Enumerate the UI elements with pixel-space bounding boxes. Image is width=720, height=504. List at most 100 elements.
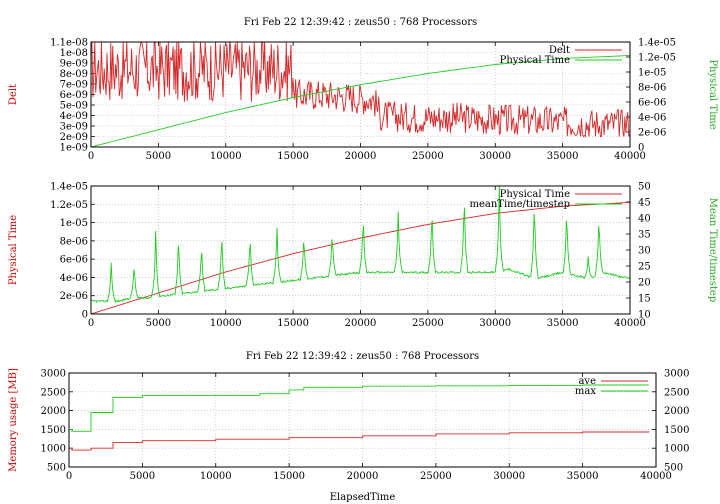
y-tick-label: 1.4e-05 (50, 182, 88, 193)
series-line-physical-time (90, 55, 631, 148)
legend-label: Delt (549, 45, 570, 56)
y-tick-label: 2500 (41, 387, 66, 398)
y-tick-label: 1000 (41, 444, 66, 455)
y2-tick-label: 40 (638, 214, 651, 225)
chart-title: Fri Feb 22 12:39:42 : zeus50 : 768 Proce… (244, 17, 477, 28)
y-axis-label: Memory usage [MB] (8, 368, 19, 472)
x-tick-label: 0 (88, 151, 94, 162)
y-tick-label: 1e-08 (60, 48, 88, 59)
x-tick-label: 25000 (412, 318, 444, 329)
y-tick-label: 0 (82, 310, 88, 321)
x-tick-label: 40000 (614, 151, 646, 162)
y-tick-label: 6e-09 (60, 90, 88, 101)
chart-panel-2: 0 5000 10000 15000 20000 25000 30000 35000 40000… (8, 182, 718, 330)
y2-tick-label: 2500 (664, 387, 689, 398)
series-line-meantime-timestep (90, 185, 630, 304)
x-tick-label: 30000 (493, 471, 525, 482)
y2-tick-label: 25 (638, 262, 651, 273)
x-tick-label: 35000 (567, 471, 599, 482)
x-tick-label: 15000 (277, 318, 309, 329)
x-tick-label: 15000 (273, 471, 305, 482)
series-line-delt (90, 41, 631, 138)
y2-tick-label: 2e-06 (638, 128, 666, 139)
y-tick-label: 8e-06 (60, 236, 88, 247)
y-tick-label: 2e-06 (60, 291, 88, 302)
x-tick-label: 35000 (547, 318, 579, 329)
plot-frame (90, 185, 631, 315)
x-tick-label: 25000 (420, 471, 452, 482)
y2-tick-label: 3000 (664, 369, 689, 380)
y2-tick-label: 0 (638, 143, 644, 154)
y-tick-label: 2000 (41, 406, 66, 417)
series-line-ave (69, 431, 650, 451)
x-tick-label: 40000 (640, 471, 672, 482)
x-tick-label: 35000 (547, 151, 579, 162)
y2-tick-label: 8e-06 (638, 83, 666, 94)
plot-frame (68, 372, 657, 468)
y-tick-label: 1e-05 (60, 218, 88, 229)
legend-label: Physical Time (500, 55, 570, 66)
series-line-max (69, 384, 649, 432)
y2-axis-label: Physical Time (707, 59, 718, 129)
x-axis-label: ElapsedTime (330, 492, 396, 503)
x-tick-label: 10000 (200, 471, 232, 482)
y-tick-label: 5e-09 (60, 101, 88, 112)
legend-label: meanTime/timestep (469, 199, 570, 210)
y-tick-label: 1500 (41, 425, 66, 436)
y-tick-label: 8e-09 (60, 69, 88, 80)
legend-label: max (575, 386, 596, 397)
y2-tick-label: 20 (638, 278, 651, 289)
x-tick-label: 30000 (479, 151, 511, 162)
legend-label: ave (578, 376, 596, 387)
y2-tick-label: 35 (638, 230, 651, 241)
x-tick-label: 10000 (210, 318, 242, 329)
y-tick-label: 9e-09 (60, 59, 88, 70)
x-tick-label: 5000 (146, 318, 171, 329)
x-tick-label: 20000 (345, 151, 377, 162)
y2-tick-label: 50 (638, 182, 651, 193)
y2-tick-label: 1.4e-05 (638, 38, 676, 49)
y2-tick-label: 30 (638, 246, 651, 257)
legend-label: Physical Time (500, 189, 570, 200)
y2-tick-label: 6e-06 (638, 98, 666, 109)
chart-title: Fri Feb 22 12:39:42 : zeus50 : 768 Proce… (246, 351, 479, 362)
chart-panel-3: 0 5000 10000 15000 20000 25000 30000 35000 40000… (8, 351, 689, 503)
y-axis-label: Physical Time (8, 215, 19, 285)
y2-tick-label: 45 (638, 198, 651, 209)
x-tick-label: 25000 (412, 151, 444, 162)
x-tick-label: 30000 (479, 318, 511, 329)
y2-tick-label: 500 (664, 463, 683, 474)
y2-tick-label: 15 (638, 294, 651, 305)
chart-panel-1: 0 5000 10000 15000 20000 25000 30000 35000 40000… (8, 17, 718, 162)
y-axis-label: Delt (8, 84, 19, 105)
y-tick-label: 500 (47, 463, 66, 474)
x-tick-label: 10000 (210, 151, 242, 162)
y2-tick-label: 4e-06 (638, 113, 666, 124)
y2-tick-label: 10 (638, 310, 651, 321)
y2-tick-label: 1000 (664, 444, 689, 455)
y2-axis-label: Mean Time/timestep (707, 198, 718, 302)
y-tick-label: 1.2e-05 (50, 200, 88, 211)
x-tick-label: 40000 (614, 318, 646, 329)
x-tick-label: 20000 (347, 471, 379, 482)
y2-tick-label: 2000 (664, 406, 689, 417)
x-tick-label: 0 (88, 318, 94, 329)
x-tick-label: 15000 (277, 151, 309, 162)
x-tick-label: 0 (66, 471, 72, 482)
y-tick-label: 3000 (41, 369, 66, 380)
y-tick-label: 1.1e-08 (50, 38, 88, 49)
plot-frame (90, 41, 631, 148)
y-tick-label: 4e-09 (60, 111, 88, 122)
x-tick-label: 5000 (130, 471, 155, 482)
y-tick-label: 2e-09 (60, 132, 88, 143)
y-tick-label: 1e-09 (60, 143, 88, 154)
y-tick-label: 3e-09 (60, 122, 88, 133)
x-tick-label: 20000 (345, 318, 377, 329)
y2-tick-label: 1e-05 (638, 68, 666, 79)
y-tick-label: 6e-06 (60, 255, 88, 266)
y2-tick-label: 1.2e-05 (638, 53, 676, 64)
y-tick-label: 4e-06 (60, 273, 88, 284)
x-tick-label: 5000 (146, 151, 171, 162)
y2-tick-label: 1500 (664, 425, 689, 436)
